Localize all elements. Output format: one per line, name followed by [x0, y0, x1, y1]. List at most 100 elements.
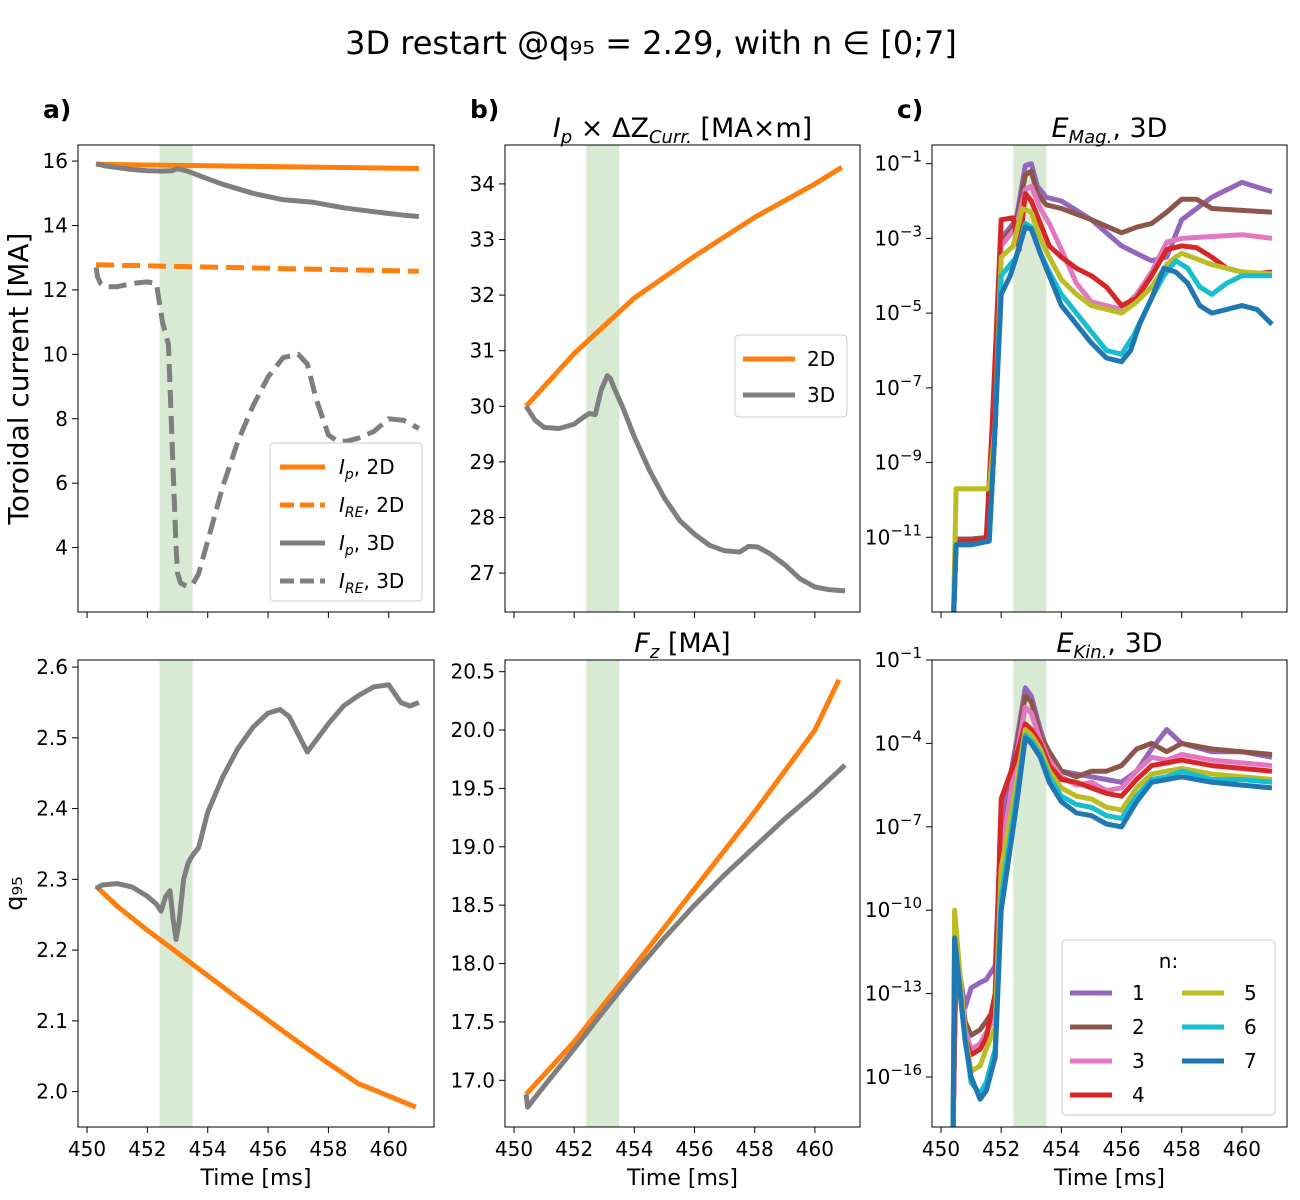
series-line-7	[950, 735, 1273, 1127]
series-line-2	[950, 693, 1273, 1127]
y-tick-label: 27	[470, 561, 495, 585]
series-group	[950, 161, 1274, 612]
y-tick-label: 2.5	[36, 726, 68, 750]
series-line-6	[951, 221, 1272, 612]
y-tick-label: 16	[43, 149, 68, 173]
panel-label: a)	[43, 95, 71, 124]
x-tick-label: 454	[615, 1137, 653, 1161]
x-tick-label: 456	[675, 1137, 713, 1161]
y-tick-label: 10−9	[874, 447, 922, 475]
legend-label: IRE, 3D	[339, 569, 404, 597]
x-tick-label: 450	[495, 1137, 533, 1161]
axes-frame	[504, 144, 861, 613]
y-tick-label: 20.0	[450, 718, 495, 742]
axes-frame	[931, 144, 1288, 613]
series-line-i-re-3d	[93, 267, 421, 589]
y-tick-label: 19.0	[450, 835, 495, 859]
x-tick-label: 454	[189, 1137, 227, 1161]
y-tick-label: 28	[470, 505, 495, 529]
axes-frame	[931, 659, 1288, 1128]
x-tick-label: 450	[922, 1137, 960, 1161]
x-tick-label: 458	[1163, 1137, 1201, 1161]
y-tick-label: 10−1	[874, 644, 922, 672]
legend-label: 7	[1244, 1049, 1257, 1073]
legend-label: 3D	[807, 383, 835, 407]
legend-label: 5	[1244, 981, 1257, 1005]
y-tick-label: 10−7	[874, 372, 922, 400]
y-tick-label: 17.5	[450, 1010, 495, 1034]
legend-label: 2D	[807, 347, 835, 371]
legend-title: n:	[1159, 949, 1178, 973]
legend-label: IRE, 2D	[339, 493, 404, 521]
y-tick-label: 8	[55, 407, 68, 431]
series-line-7	[951, 224, 1274, 612]
x-tick-label: 460	[1223, 1137, 1261, 1161]
y-tick-label: 10−7	[874, 811, 922, 839]
legend-label: Ip, 3D	[339, 531, 395, 559]
series-line-2d	[94, 884, 417, 1110]
panel-title: Ip × ΔZCurr. [MA×m]	[553, 113, 812, 148]
series-group	[950, 685, 1273, 1127]
y-tick-label: 2.4	[36, 797, 68, 821]
panel-label: b)	[470, 95, 499, 124]
y-tick-label: 4	[55, 536, 68, 560]
y-tick-label: 10−10	[865, 894, 922, 922]
y-tick-label: 2.2	[36, 938, 68, 962]
legend-label: 4	[1132, 1083, 1145, 1107]
shaded-interval	[586, 145, 620, 612]
y-tick-label: 19.5	[450, 776, 495, 800]
series-line-i-p-2d	[96, 161, 419, 171]
legend-box	[269, 442, 423, 602]
y-tick-label: 32	[470, 283, 495, 307]
legend-label: 3	[1132, 1049, 1145, 1073]
shaded-interval	[159, 145, 193, 612]
y-tick-label: 29	[470, 450, 495, 474]
legend-label: 2	[1132, 1015, 1145, 1039]
legend-label: Ip, 2D	[339, 455, 395, 483]
y-tick-label: 10	[43, 342, 68, 366]
x-tick-label: 450	[68, 1137, 106, 1161]
panel-b_top: 27 28 29 30 31 32 33 34 b) Ip × ΔZCurr. [MA×m] 2D 3…	[470, 95, 861, 618]
x-tick-label: 458	[309, 1137, 347, 1161]
shaded-interval	[586, 660, 620, 1127]
x-tick-label: 456	[1102, 1137, 1140, 1161]
y-axis-label: q₉₅	[0, 876, 28, 910]
y-tick-label: 10−4	[874, 727, 922, 755]
y-tick-label: 20.5	[450, 660, 495, 684]
y-tick-label: 14	[43, 214, 68, 238]
y-tick-label: 10−11	[865, 521, 922, 549]
y-tick-label: 10−16	[865, 1061, 922, 1089]
legend-label: 6	[1244, 1015, 1257, 1039]
axes-frame	[504, 659, 861, 1128]
x-tick-label: 452	[128, 1137, 166, 1161]
panel-b_bottom: 450 452 454 456 458 460 Time [ms] 17.0 17.5 18.0 1…	[450, 628, 861, 1191]
legend-box	[1061, 939, 1276, 1116]
y-tick-label: 2.6	[36, 655, 68, 679]
axes-frame	[77, 659, 435, 1128]
series-line-3d	[94, 682, 420, 942]
series-line-2d	[524, 165, 844, 408]
series-line-5	[950, 206, 1273, 612]
series-group	[94, 682, 420, 1110]
x-tick-label: 460	[370, 1137, 408, 1161]
y-tick-label: 2.1	[36, 1009, 68, 1033]
axes-frame	[77, 144, 435, 613]
series-line-2d	[524, 678, 842, 1096]
y-tick-label: 30	[470, 394, 495, 418]
series-group	[524, 165, 846, 594]
x-tick-label: 452	[555, 1137, 593, 1161]
legend-label: 1	[1132, 981, 1145, 1005]
panel-title: EMag., 3D	[1052, 113, 1168, 148]
shaded-interval	[159, 660, 193, 1127]
y-tick-label: 10−5	[874, 297, 922, 325]
series-line-3d	[523, 763, 847, 1110]
series-group	[523, 678, 847, 1110]
y-tick-label: 10−3	[874, 222, 922, 250]
x-tick-label: 460	[796, 1137, 834, 1161]
series-line-3d	[524, 373, 846, 594]
y-tick-label: 10−13	[865, 978, 922, 1006]
panel-a_bottom: 450 452 454 456 458 460 Time [ms] 2.0 2.1 2.2 2.3 2…	[0, 655, 435, 1191]
y-tick-label: 18.5	[450, 893, 495, 917]
x-axis-label: Time [ms]	[626, 1166, 738, 1191]
